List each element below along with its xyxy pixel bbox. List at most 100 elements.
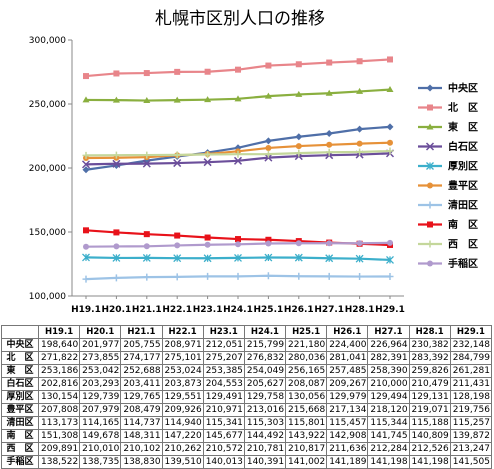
- legend-entry: 厚別区: [418, 160, 478, 173]
- table-cell: 215,668: [285, 403, 328, 417]
- table-cell: 256,165: [285, 364, 328, 378]
- table-cell: 151,308: [37, 429, 81, 443]
- table-cell: 115,188: [408, 416, 451, 430]
- x-tick-label: H29.1: [375, 305, 405, 315]
- table-cell: 215,799: [243, 338, 287, 352]
- x-tick-label: H20.1: [102, 305, 132, 315]
- data-point: [295, 240, 302, 247]
- data-point: [173, 159, 182, 168]
- table-cell: 210,781: [243, 442, 287, 456]
- x-tick-label: H21.1: [132, 305, 162, 315]
- table-row-header: 中央区: [1, 338, 39, 352]
- table-cell: 280,036: [285, 351, 328, 365]
- series-6: [82, 272, 394, 283]
- table-cell: 204,553: [202, 377, 245, 391]
- table-column-header: H26.1: [326, 325, 369, 339]
- x-axis-ticks: H19.1 H20.1 H21.1 H22.1 H23.1 H24.1 H25.1 H26.1…: [71, 296, 405, 315]
- data-point: [82, 151, 90, 159]
- x-tick-label: H28.1: [345, 305, 375, 315]
- table-cell: 208,971: [161, 338, 204, 352]
- table-cell: 129,494: [367, 390, 410, 404]
- y-tick-label: 200,000: [29, 164, 66, 174]
- data-point: [356, 148, 364, 156]
- table-row-header: 北 区: [1, 351, 39, 365]
- data-point: [387, 239, 393, 246]
- x-tick-label: H19.1: [71, 305, 101, 315]
- data-point: [112, 253, 121, 262]
- table-cell: 203,293: [79, 377, 122, 391]
- data-point: [325, 89, 333, 96]
- data-point: [233, 156, 243, 165]
- table-cell: 141,189: [326, 455, 369, 469]
- table-cell: 147,220: [161, 429, 204, 443]
- table-cell: 115,303: [243, 416, 287, 430]
- data-point: [387, 56, 393, 63]
- data-point: [295, 133, 303, 141]
- data-point: [386, 123, 394, 131]
- table-cell: 211,636: [326, 442, 369, 456]
- data-point: [204, 96, 212, 103]
- table-column-header: H22.1: [161, 325, 204, 339]
- data-point: [295, 143, 302, 150]
- legend-entry: 南 区: [418, 218, 478, 231]
- table-cell: 130,056: [285, 390, 328, 404]
- table-cell: 219,756: [449, 403, 493, 417]
- table-cell: 148,311: [120, 429, 163, 443]
- table-cell: 284,799: [449, 351, 493, 365]
- table-cell: 115,341: [202, 416, 245, 430]
- table-cell: 129,979: [326, 390, 369, 404]
- table-cell: 139,510: [161, 455, 204, 469]
- x-tick-label: H22.1: [162, 305, 192, 315]
- data-point: [386, 272, 394, 280]
- table-cell: 218,120: [367, 403, 410, 417]
- data-point: [356, 140, 363, 147]
- table-row-header: 南 区: [1, 429, 39, 443]
- table-cell: 259,826: [408, 364, 451, 378]
- table-column-header: H29.1: [449, 325, 493, 339]
- data-point: [264, 137, 272, 145]
- data-point: [234, 253, 242, 262]
- table-cell: 213,016: [243, 403, 287, 417]
- table-row: 西 区 209,891 210,010 210,102 210,262 210,572 21…: [1, 442, 493, 456]
- data-point: [295, 90, 303, 97]
- table-cell: 115,801: [285, 416, 328, 430]
- data-point: [174, 242, 181, 249]
- data-point: [143, 97, 151, 104]
- table-cell: 139,872: [449, 429, 493, 443]
- data-point: [82, 166, 90, 174]
- table-cell: 253,186: [37, 364, 81, 378]
- data-point: [142, 253, 151, 262]
- table-cell: 209,891: [37, 442, 81, 456]
- series-8: [82, 147, 394, 159]
- legend-marker: [426, 84, 434, 92]
- table-row-header: 西 区: [1, 442, 39, 456]
- table-row-header: 清田区: [1, 416, 39, 430]
- legend-label: 厚別区: [448, 160, 478, 173]
- table-cell: 258,390: [367, 364, 410, 378]
- data-point: [143, 70, 150, 77]
- table-row-header: 手稲区: [1, 455, 39, 469]
- table-cell: 254,049: [243, 364, 287, 378]
- data-point: [204, 68, 211, 75]
- table-row-header: 東 区: [1, 364, 39, 378]
- data-point: [143, 243, 150, 250]
- data-point: [204, 241, 211, 248]
- data-point: [326, 141, 333, 148]
- data-table: H19.1 H20.1 H21.1 H22.1 H23.1 H24.1 H25.1 H26.1…: [1, 325, 493, 469]
- table-cell: 142,908: [326, 429, 369, 443]
- table-cell: 203,411: [120, 377, 163, 391]
- table-cell: 208,087: [285, 377, 328, 391]
- table-cell: 226,964: [367, 338, 410, 352]
- series-4: [82, 253, 394, 264]
- table-column-header: H20.1: [79, 325, 122, 339]
- table-row-header: 白石区: [1, 377, 39, 391]
- table-cell: 115,344: [367, 416, 410, 430]
- table-cell: 140,013: [202, 455, 245, 469]
- legend-entry: 北 区: [418, 101, 478, 114]
- data-point: [112, 159, 121, 168]
- data-point: [173, 96, 181, 103]
- table-cell: 208,479: [120, 403, 163, 417]
- table-cell: 210,572: [202, 442, 245, 456]
- legend-marker: [427, 104, 433, 111]
- series-1: [83, 56, 393, 80]
